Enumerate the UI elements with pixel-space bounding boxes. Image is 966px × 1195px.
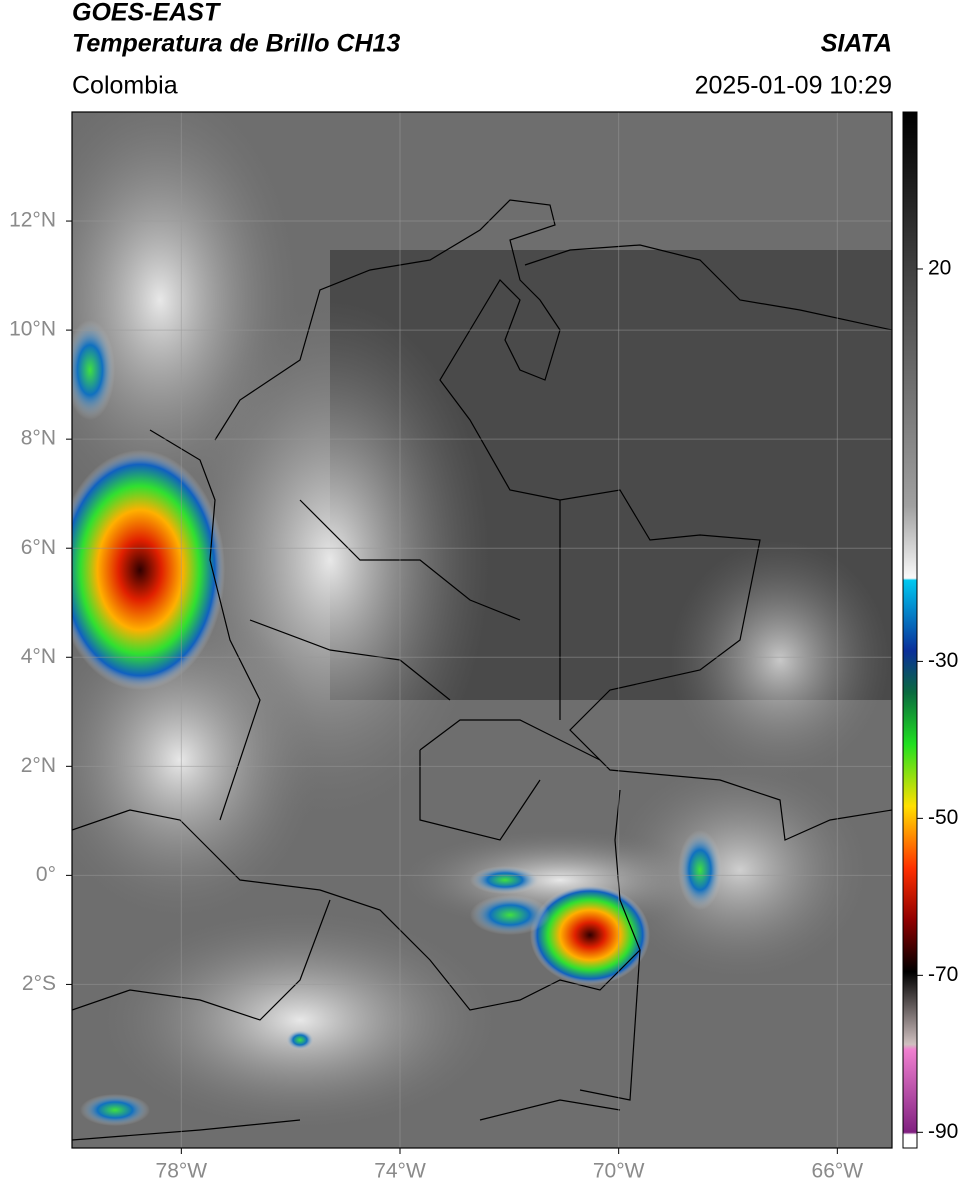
satellite-image <box>72 112 892 1148</box>
colorbar-tick-label: -30 <box>928 649 958 672</box>
x-tick-label: 78°W <box>156 1160 208 1183</box>
colorbar-tick-label: 20 <box>928 257 951 280</box>
tick-layer: 78°W 74°W 70°W 66°W 12°N 10°N 8°N 6°N 4°N 2°N 0° 2°… <box>9 209 958 1183</box>
x-tick-label: 66°W <box>812 1160 864 1183</box>
y-tick-label: 0° <box>36 863 56 886</box>
y-tick-label: 12°N <box>9 209 56 232</box>
x-tick-label: 74°W <box>374 1160 426 1183</box>
source: SIATA <box>821 30 892 58</box>
colorbar <box>902 111 918 1149</box>
subtitle: Temperatura de Brillo CH13 <box>72 30 400 58</box>
colorbar-tick-label: -50 <box>928 806 958 829</box>
y-tick-label: 2°S <box>22 972 56 995</box>
colorbar-tick-label: -70 <box>928 963 958 986</box>
title: GOES-EAST <box>72 0 222 27</box>
graticule <box>72 112 892 1148</box>
map-frame <box>71 111 893 1149</box>
x-tick-label: 70°W <box>593 1160 645 1183</box>
y-tick-label: 2°N <box>21 754 56 777</box>
region: Colombia <box>72 72 178 100</box>
colorbar-tick-label: -90 <box>928 1120 958 1143</box>
timestamp: 2025-01-09 10:29 <box>695 72 892 100</box>
y-tick-label: 4°N <box>21 645 56 668</box>
y-tick-label: 6°N <box>21 536 56 559</box>
y-tick-label: 10°N <box>9 318 56 341</box>
y-tick-label: 8°N <box>21 427 56 450</box>
